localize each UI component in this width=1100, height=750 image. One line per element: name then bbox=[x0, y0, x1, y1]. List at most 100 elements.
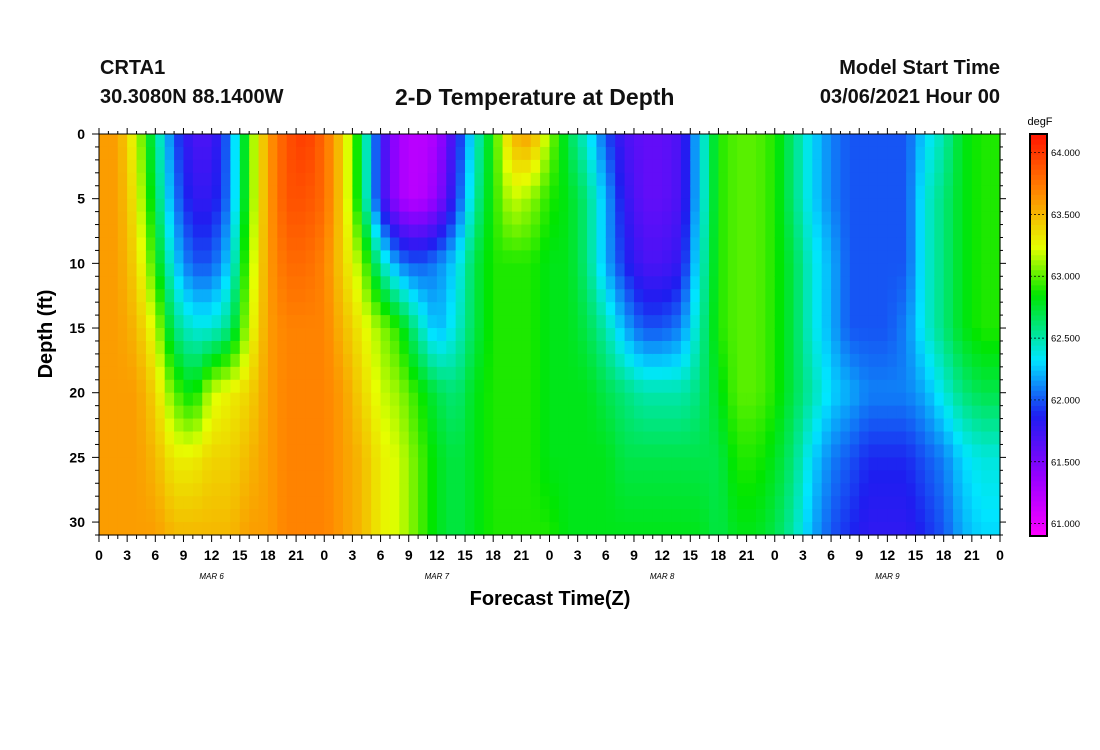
heatmap-cell bbox=[277, 237, 288, 252]
heatmap-cell bbox=[465, 457, 476, 471]
heatmap-cell bbox=[605, 159, 616, 174]
heatmap-cell bbox=[587, 457, 598, 471]
heatmap-cell bbox=[793, 134, 804, 148]
heatmap-cell bbox=[549, 263, 560, 277]
heatmap-cell bbox=[924, 185, 935, 200]
heatmap-cell bbox=[530, 496, 541, 510]
heatmap-cell bbox=[906, 172, 917, 187]
heatmap-cell bbox=[305, 224, 316, 239]
heatmap-cell bbox=[877, 263, 888, 277]
heatmap-cell bbox=[615, 185, 626, 200]
heatmap-cell bbox=[333, 250, 344, 264]
x-tick-label: 0 bbox=[771, 547, 779, 563]
heatmap-cell bbox=[371, 496, 382, 510]
heatmap-cell bbox=[793, 470, 804, 484]
heatmap-cell bbox=[333, 146, 344, 161]
heatmap-cell bbox=[136, 379, 147, 394]
heatmap-cell bbox=[521, 366, 532, 381]
heatmap-cell bbox=[953, 134, 964, 148]
heatmap-cell bbox=[784, 224, 795, 239]
heatmap-cell bbox=[596, 340, 607, 355]
heatmap-cell bbox=[211, 379, 222, 394]
heatmap-cell bbox=[511, 483, 522, 497]
heatmap-cell bbox=[502, 146, 513, 161]
heatmap-cell bbox=[953, 263, 964, 277]
heatmap-cell bbox=[230, 211, 241, 226]
heatmap-cell bbox=[943, 302, 954, 316]
heatmap-cell bbox=[699, 405, 710, 420]
heatmap-cell bbox=[183, 366, 194, 381]
heatmap-cell bbox=[343, 172, 354, 187]
heatmap-cell bbox=[953, 457, 964, 471]
heatmap-cell bbox=[812, 237, 823, 252]
heatmap-cell bbox=[727, 276, 738, 290]
heatmap-cell bbox=[164, 509, 175, 523]
heatmap-cell bbox=[662, 211, 673, 226]
heatmap-cell bbox=[605, 405, 616, 420]
heatmap-cell bbox=[108, 522, 119, 536]
heatmap-cell bbox=[399, 198, 410, 213]
heatmap-cell bbox=[361, 444, 372, 458]
heatmap-cell bbox=[737, 366, 748, 381]
heatmap-cell bbox=[343, 185, 354, 200]
heatmap-cell bbox=[643, 509, 654, 523]
heatmap-cell bbox=[352, 379, 363, 394]
heatmap-cell bbox=[953, 431, 964, 446]
colorbar-swatch bbox=[1030, 380, 1047, 386]
heatmap-cell bbox=[127, 444, 138, 458]
heatmap-cell bbox=[896, 172, 907, 187]
heatmap-cell bbox=[727, 418, 738, 433]
heatmap-cell bbox=[615, 431, 626, 446]
heatmap-cell bbox=[305, 392, 316, 407]
heatmap-cell bbox=[305, 379, 316, 394]
heatmap-cell bbox=[361, 250, 372, 264]
heatmap-cell bbox=[953, 366, 964, 381]
heatmap-cell bbox=[465, 379, 476, 394]
heatmap-cell bbox=[680, 392, 691, 407]
heatmap-cell bbox=[192, 276, 203, 290]
heatmap-cell bbox=[211, 315, 222, 329]
station-coordinates: 30.3080N 88.1400W bbox=[100, 86, 284, 108]
heatmap-cell bbox=[662, 185, 673, 200]
heatmap-cell bbox=[183, 483, 194, 497]
heatmap-cell bbox=[812, 522, 823, 536]
heatmap-cell bbox=[371, 134, 382, 148]
heatmap-cell bbox=[380, 211, 391, 226]
heatmap-cell bbox=[558, 263, 569, 277]
heatmap-cell bbox=[324, 315, 335, 329]
colorbar-swatch bbox=[1030, 174, 1047, 180]
heatmap-cell bbox=[108, 405, 119, 420]
heatmap-cell bbox=[943, 483, 954, 497]
heatmap-cell bbox=[371, 276, 382, 290]
heatmap-cell bbox=[755, 509, 766, 523]
heatmap-cell bbox=[821, 276, 832, 290]
x-tick-label: 6 bbox=[827, 547, 835, 563]
heatmap-cell bbox=[633, 289, 644, 303]
heatmap-cell bbox=[324, 211, 335, 226]
heatmap-cell bbox=[652, 159, 663, 174]
heatmap-cell bbox=[605, 483, 616, 497]
heatmap-cell bbox=[765, 379, 776, 394]
heatmap-cell bbox=[117, 496, 128, 510]
heatmap-cell bbox=[784, 172, 795, 187]
heatmap-cell bbox=[239, 509, 250, 523]
heatmap-cell bbox=[568, 431, 579, 446]
heatmap-cell bbox=[483, 405, 494, 420]
heatmap-cell bbox=[192, 366, 203, 381]
heatmap-cell bbox=[277, 185, 288, 200]
heatmap-cell bbox=[896, 211, 907, 226]
heatmap-cell bbox=[352, 172, 363, 187]
heatmap-cell bbox=[868, 470, 879, 484]
heatmap-cell bbox=[511, 509, 522, 523]
heatmap-cell bbox=[145, 328, 156, 342]
heatmap-cell bbox=[831, 263, 842, 277]
heatmap-cell bbox=[671, 185, 682, 200]
heatmap-cell bbox=[568, 134, 579, 148]
heatmap-cell bbox=[446, 418, 457, 433]
heatmap-cell bbox=[924, 224, 935, 239]
heatmap-cell bbox=[793, 522, 804, 536]
heatmap-cell bbox=[812, 134, 823, 148]
heatmap-cell bbox=[296, 353, 307, 368]
heatmap-cell bbox=[305, 496, 316, 510]
heatmap-cell bbox=[849, 431, 860, 446]
